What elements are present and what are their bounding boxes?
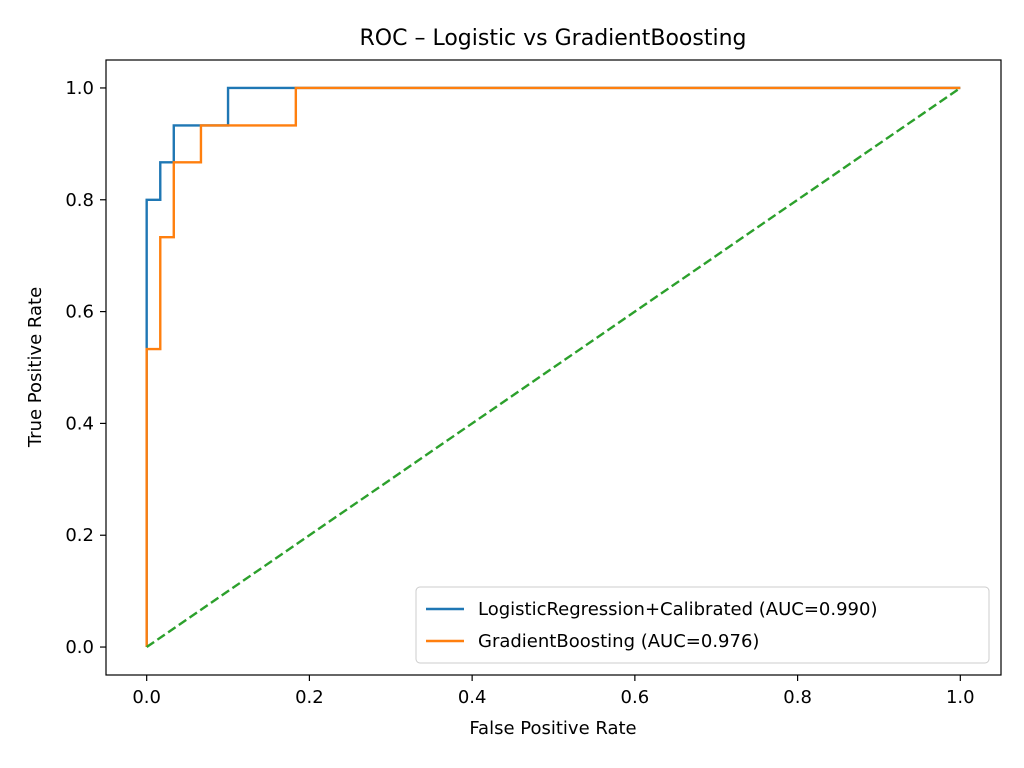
- legend-entry-label: GradientBoosting (AUC=0.976): [478, 631, 759, 652]
- x-tick-label: 0.8: [783, 687, 812, 708]
- chart-title: ROC – Logistic vs GradientBoosting: [360, 26, 747, 51]
- x-tick-label: 0.2: [295, 687, 324, 708]
- legend: LogisticRegression+Calibrated (AUC=0.990…: [415, 586, 990, 664]
- y-axis-label: True Positive Rate: [25, 287, 46, 448]
- x-tick-label: 1.0: [946, 687, 975, 708]
- legend-frame: [415, 586, 990, 664]
- series-layer: [145, 86, 961, 649]
- y-tick-label: 0.2: [65, 525, 94, 546]
- x-tick-label: 0.0: [132, 687, 161, 708]
- series-line-0: [145, 86, 961, 648]
- x-tick-label: 0.6: [621, 687, 650, 708]
- y-tick-label: 0.8: [65, 190, 94, 211]
- x-axis-label: False Positive Rate: [469, 718, 636, 739]
- legend-entry-label: LogisticRegression+Calibrated (AUC=0.990…: [478, 599, 877, 620]
- axes-frame: [105, 59, 1002, 676]
- series-line-1: [145, 86, 961, 648]
- y-tick-label: 0.0: [65, 637, 94, 658]
- y-tick-label: 0.4: [65, 413, 94, 434]
- series-line-2: [146, 86, 961, 649]
- x-tick-label: 0.4: [458, 687, 487, 708]
- y-tick-label: 0.6: [65, 302, 94, 323]
- y-tick-label: 1.0: [65, 78, 94, 99]
- ticks-layer: 0.0 0.2 0.4 0.6 0.8 1.0 0.0 0.2 0.4 0.6 0.8 1.0: [65, 78, 974, 708]
